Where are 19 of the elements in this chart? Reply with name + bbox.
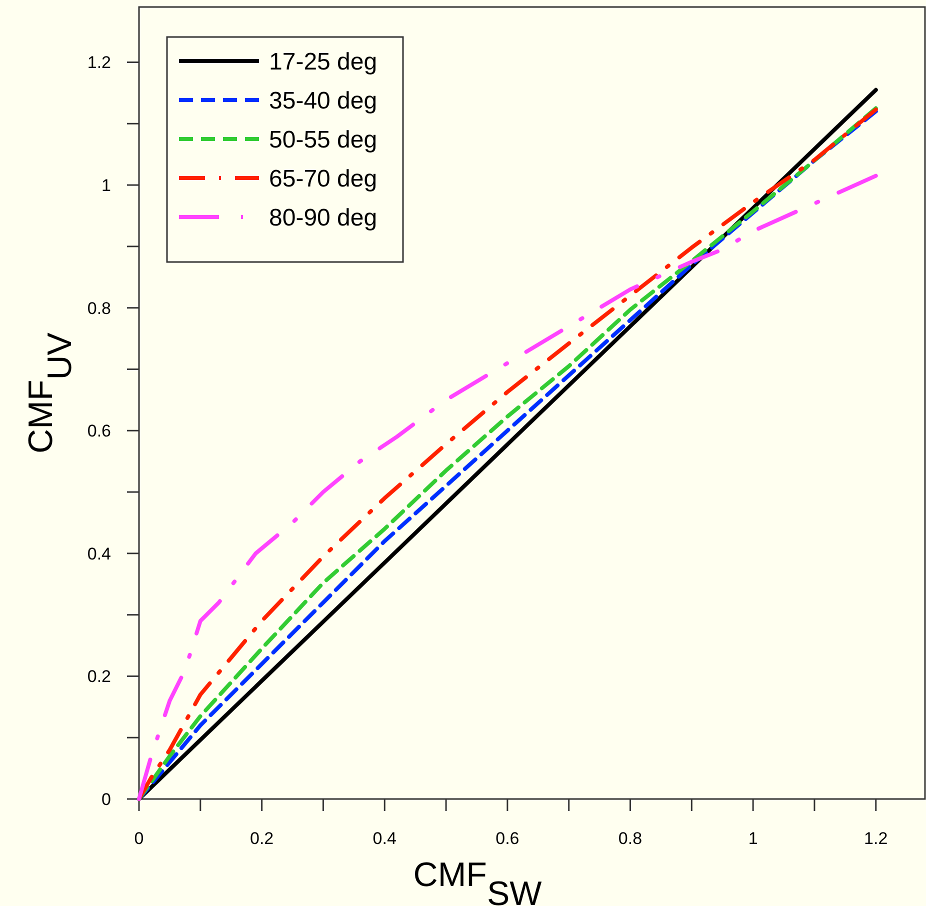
y-tick-label: 0.6 xyxy=(87,422,111,441)
x-tick-label: 0 xyxy=(134,829,144,848)
legend-label: 65-70 deg xyxy=(269,165,378,192)
y-tick-label: 0.4 xyxy=(87,544,111,564)
legend-label: 50-55 deg xyxy=(269,126,378,154)
x-tick-label: 1.2 xyxy=(864,829,888,848)
x-tick-label: 0.4 xyxy=(372,829,396,848)
x-tick-label: 1 xyxy=(748,829,758,848)
y-tick-label: 1 xyxy=(102,176,111,195)
x-tick-label: 0.2 xyxy=(250,829,274,848)
legend-label: 35-40 deg xyxy=(269,87,378,114)
x-tick-label: 0.8 xyxy=(618,829,642,848)
y-tick-label: 0.8 xyxy=(87,298,111,318)
legend-label: 17-25 deg xyxy=(269,48,378,76)
x-tick-label: 0.6 xyxy=(496,829,520,848)
y-tick-label: 0 xyxy=(102,790,111,809)
legend-label: 80-90 deg xyxy=(269,204,378,232)
y-tick-label: 1.2 xyxy=(87,53,111,72)
y-tick-label: 0.2 xyxy=(87,667,111,686)
